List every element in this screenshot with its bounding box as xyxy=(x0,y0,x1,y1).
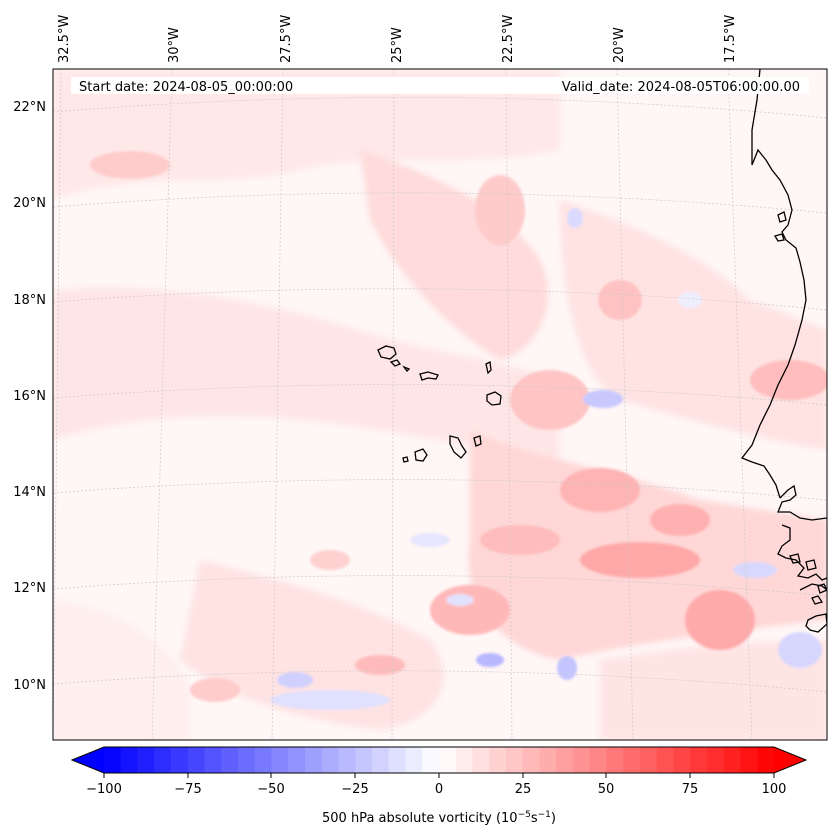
lat-label-18n: 18°N xyxy=(13,293,46,308)
colorbar-cell xyxy=(539,747,557,773)
coast-gambia xyxy=(777,484,827,521)
colorbar-cell xyxy=(254,747,273,773)
colorbar-cell xyxy=(187,747,206,773)
lat-label-22n: 22°N xyxy=(13,100,46,115)
gridlines xyxy=(53,69,827,740)
colorbar-cell xyxy=(238,747,256,773)
colorbar-cell xyxy=(723,747,742,773)
colorbar-tick-label: 50 xyxy=(598,782,615,797)
colorbar-cell xyxy=(623,747,641,773)
vorticity-field xyxy=(53,69,827,740)
start-date-label: Start date: 2024-08-05_00:00:00 xyxy=(79,80,293,95)
colorbar-cell xyxy=(405,747,423,773)
colorbar-cell xyxy=(204,747,222,773)
longitude-labels: 32.5°W 30°W 27.5°W 25°W 22.5°W 20°W 17.5… xyxy=(57,15,738,63)
colorbar-cell xyxy=(640,747,658,773)
coast-islands-north xyxy=(774,211,787,242)
colorbar-cell xyxy=(489,747,507,773)
colorbar-cell xyxy=(690,747,708,773)
island-sao-vicente xyxy=(389,359,402,367)
colorbar-cell xyxy=(673,747,691,773)
colorbar-cell xyxy=(472,747,490,773)
colorbar-cell xyxy=(305,747,323,773)
valid-date-label: Valid_date: 2024-08-05T06:00:00.00 xyxy=(562,80,800,95)
lat-label-20n: 20°N xyxy=(13,196,46,211)
colorbar-cell xyxy=(137,747,155,773)
colorbar-tick-label: 0 xyxy=(435,782,443,797)
colorbar-tick-label: 100 xyxy=(762,782,787,797)
colorbar-cell xyxy=(556,747,574,773)
colorbar-cell xyxy=(439,747,457,773)
colorbar-cell xyxy=(757,747,775,773)
colorbar-label: 500 hPa absolute vorticity (10−5s−1) xyxy=(322,810,556,826)
colorbar-cell xyxy=(388,747,407,773)
lon-label-22-5w: 22.5°W xyxy=(501,15,516,63)
coast-guinea xyxy=(799,583,827,633)
colorbar-cell xyxy=(221,747,239,773)
colorbar-cell xyxy=(355,747,373,773)
header-box xyxy=(71,77,809,94)
lon-label-20w: 20°W xyxy=(612,27,627,63)
colorbar-tick-label: −50 xyxy=(257,782,284,797)
coast-guinea-bissau xyxy=(777,524,827,581)
lat-label-12n: 12°N xyxy=(13,581,46,596)
colorbar-cell xyxy=(171,747,189,773)
island-sal xyxy=(485,361,492,375)
coast-mauritania-senegal xyxy=(740,69,807,499)
lat-label-16n: 16°N xyxy=(13,389,46,404)
colorbar-cell xyxy=(606,747,624,773)
colorbar-cell xyxy=(573,747,591,773)
colorbar-cell xyxy=(656,747,675,773)
colorbar-min-extend xyxy=(72,747,104,773)
island-sao-nicolau xyxy=(419,371,439,381)
colorbar-cells xyxy=(104,747,775,773)
lon-label-32-5w: 32.5°W xyxy=(57,15,72,63)
colorbar-cell xyxy=(372,747,390,773)
island-maio xyxy=(473,435,482,447)
colorbar-cell xyxy=(589,747,608,773)
african-coastline xyxy=(740,69,827,633)
latitude-labels: 22°N 20°N 18°N 16°N 14°N 12°N 10°N xyxy=(13,100,46,693)
colorbar-cell xyxy=(455,747,474,773)
colorbar-cell xyxy=(338,747,356,773)
colorbar-tick-label: 25 xyxy=(515,782,532,797)
lon-label-30w: 30°W xyxy=(167,27,182,63)
lon-label-25w: 25°W xyxy=(390,27,405,63)
colorbar-cell xyxy=(522,747,541,773)
colorbar-cell xyxy=(321,747,340,773)
colorbar-cell xyxy=(707,747,725,773)
colorbar-cell xyxy=(288,747,306,773)
colorbar-tick-label: −100 xyxy=(86,782,122,797)
lat-label-10n: 10°N xyxy=(13,678,46,693)
colorbar-tick-label: −25 xyxy=(341,782,368,797)
map-frame xyxy=(52,68,828,741)
colorbar-cell xyxy=(271,747,289,773)
cape-verde-islands xyxy=(377,345,502,463)
lon-label-27-5w: 27.5°W xyxy=(279,15,294,63)
island-fogo xyxy=(414,448,428,462)
colorbar-cell xyxy=(120,747,139,773)
lon-label-17-5w: 17.5°W xyxy=(723,15,738,63)
island-santiago xyxy=(449,435,467,459)
colorbar-cell xyxy=(506,747,524,773)
island-boa-vista xyxy=(486,391,502,406)
lat-label-14n: 14°N xyxy=(13,485,46,500)
colorbar-cell xyxy=(154,747,172,773)
colorbar-cell xyxy=(740,747,758,773)
colorbar-cell xyxy=(422,747,440,773)
island-santo-antao xyxy=(377,345,397,360)
colorbar-tick-label: 75 xyxy=(682,782,699,797)
island-santa-luzia xyxy=(402,365,411,372)
colorbar: −100 −75 −50 −25 0 25 50 75 100 500 hPa … xyxy=(70,746,808,826)
colorbar-max-extend xyxy=(774,747,806,773)
colorbar-tick-label: −75 xyxy=(174,782,201,797)
colorbar-ticks xyxy=(103,773,775,778)
island-brava xyxy=(402,456,409,463)
colorbar-cell xyxy=(104,747,122,773)
bijagos-islands xyxy=(789,553,827,605)
